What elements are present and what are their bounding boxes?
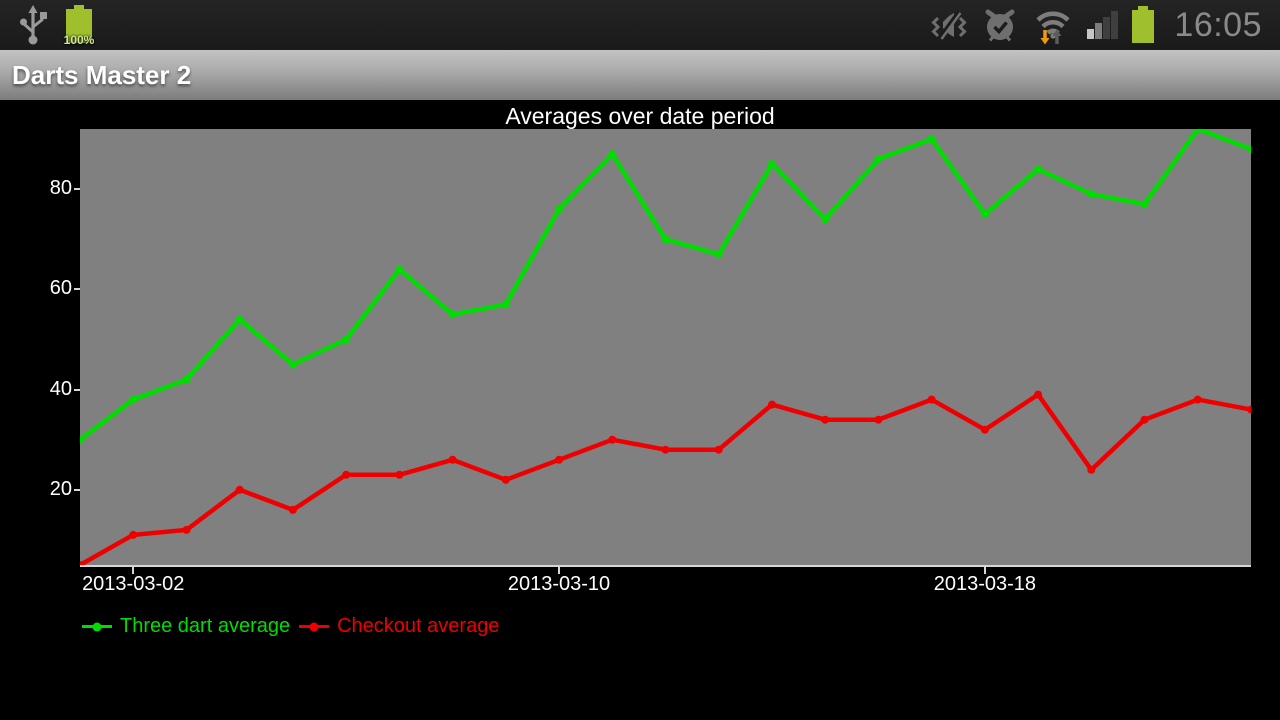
signal-strength-icon [1087, 11, 1119, 39]
battery-icon [1132, 6, 1155, 43]
data-point [927, 395, 936, 404]
y-tick-label: 80 [49, 177, 72, 200]
data-point [342, 470, 351, 479]
battery-percent-label: 100% [63, 33, 95, 47]
data-point [714, 250, 723, 259]
legend-label: Checkout average [337, 615, 500, 637]
data-point [661, 235, 670, 244]
data-point [714, 445, 723, 454]
data-point [874, 415, 883, 424]
data-point [768, 400, 776, 409]
clock-time: 16:05 [1174, 5, 1262, 44]
x-tick-mark [558, 567, 561, 574]
data-point [235, 485, 244, 494]
vibrate-icon [931, 11, 968, 40]
chart-plot[interactable] [74, 129, 1251, 574]
x-tick-label: 2013-03-10 [507, 573, 611, 595]
status-bar-left: 100% [18, 4, 95, 47]
app-title: Darts Master 2 [12, 59, 192, 90]
data-point [342, 335, 351, 344]
data-point [1087, 465, 1096, 474]
y-tick-mark [74, 188, 80, 191]
x-tick-label: 2013-03-02 [82, 573, 185, 595]
status-bar-right: 16:05 [929, 5, 1262, 45]
data-point [555, 205, 563, 214]
data-point [821, 215, 830, 224]
legend-line-icon [82, 622, 112, 631]
chart-legend: Three dart average Checkout average [82, 615, 499, 638]
data-point [1034, 390, 1043, 399]
data-point [1087, 190, 1096, 199]
x-tick-mark [983, 567, 986, 574]
data-point [395, 470, 404, 479]
status-bar[interactable]: 100% [0, 0, 1280, 50]
upload-arrow-icon [1052, 29, 1062, 44]
wifi-traffic-icon [1036, 11, 1071, 45]
y-tick-label: 40 [49, 377, 72, 400]
data-point [1247, 405, 1251, 414]
y-tick-mark [74, 388, 80, 391]
data-point [980, 425, 989, 434]
data-point [129, 395, 138, 404]
data-point [1140, 415, 1149, 424]
y-tick-mark [74, 288, 80, 291]
y-axis: 20 40 60 80 [0, 129, 75, 565]
data-point [1193, 129, 1202, 133]
chart-title: Averages over date period [505, 103, 775, 129]
data-point [80, 561, 84, 565]
data-point [1034, 165, 1043, 174]
data-point [182, 375, 191, 384]
battery-status-left: 100% [63, 5, 95, 47]
data-point [768, 160, 776, 169]
x-axis: 2013-03-02 2013-03-10 2013-03-18 [80, 573, 1251, 599]
data-point [501, 300, 510, 309]
data-point [661, 445, 670, 454]
data-point [874, 155, 883, 164]
legend-item-three-dart-average: Three dart average [82, 615, 290, 638]
data-point [980, 210, 989, 219]
series-line-1 [80, 392, 1251, 565]
x-tick-mark [132, 567, 135, 574]
usb-icon [20, 5, 47, 45]
data-point [288, 360, 297, 369]
alarm-clock-icon [985, 9, 1015, 42]
data-point [1140, 200, 1149, 209]
chart-canvas [80, 129, 1251, 565]
download-arrow-icon [1040, 30, 1050, 45]
legend-item-checkout-average: Checkout average [299, 615, 499, 638]
data-point [501, 475, 510, 484]
series-line-0 [80, 129, 1251, 442]
data-point [395, 265, 404, 274]
app-title-bar: Darts Master 2 [0, 50, 1280, 100]
data-point [129, 530, 138, 539]
legend-line-icon [299, 622, 330, 631]
data-point [1247, 145, 1251, 153]
battery-icon [66, 5, 92, 43]
data-point [288, 505, 297, 514]
data-point [448, 310, 457, 319]
legend-dot-icon [92, 622, 102, 631]
y-tick-mark [74, 488, 80, 491]
data-point [555, 455, 563, 464]
data-point [927, 135, 936, 143]
data-point [1193, 395, 1202, 404]
y-tick-label: 20 [49, 477, 72, 500]
x-tick-label: 2013-03-18 [933, 573, 1037, 595]
data-point [608, 150, 617, 159]
data-point [235, 315, 244, 324]
y-tick-label: 60 [49, 277, 72, 300]
data-point [448, 455, 457, 464]
data-point [182, 525, 191, 534]
legend-label: Three dart average [120, 615, 291, 637]
data-point [80, 435, 84, 444]
legend-dot-icon [309, 622, 319, 631]
data-point [821, 415, 830, 424]
data-point [608, 435, 617, 444]
